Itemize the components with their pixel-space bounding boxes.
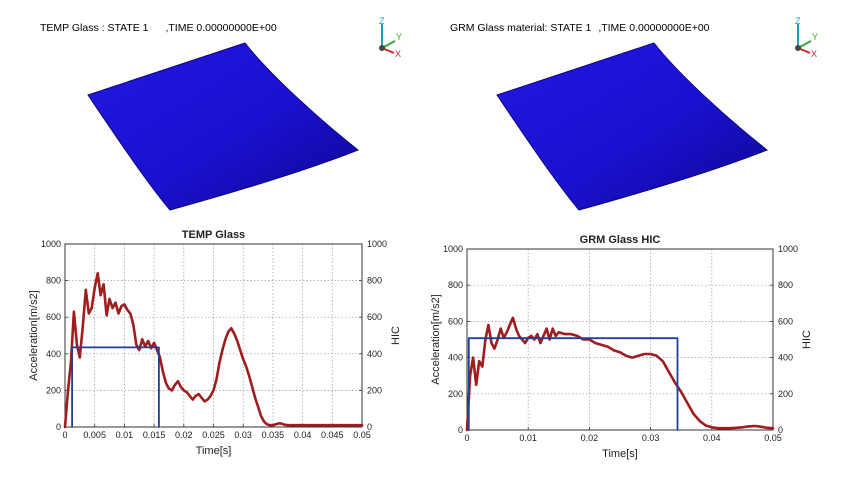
- y-tick-label: 0: [458, 425, 463, 435]
- y-tick-label: 400: [46, 349, 61, 359]
- x-tick-label: 0.005: [83, 430, 106, 440]
- svg-text:X: X: [811, 49, 817, 59]
- x-axis-label: Time[s]: [602, 448, 638, 460]
- x-tick-label: 0.015: [143, 430, 166, 440]
- y-tick-label: 0: [56, 422, 61, 432]
- glass-render: Z Y X: [496, 16, 818, 211]
- x-tick-label: 0.05: [764, 433, 782, 443]
- y2-axis-label: HIC: [390, 326, 402, 345]
- y-tick-label: 800: [46, 276, 61, 286]
- y-tick-label: 200: [448, 389, 463, 399]
- series-hic: [71, 346, 160, 428]
- x-axis-label: Time[s]: [196, 445, 232, 457]
- glass-render: Z Y X: [87, 16, 402, 211]
- y-tick-label: 600: [46, 312, 61, 322]
- y2-tick-label: 400: [367, 349, 382, 359]
- x-tick-label: 0.05: [353, 430, 371, 440]
- y2-tick-label: 800: [367, 276, 382, 286]
- x-tick-label: 0: [62, 430, 67, 440]
- time-label: ,TIME 0.00000000E+00: [165, 22, 277, 34]
- plot-frame: [466, 248, 774, 431]
- x-tick-label: 0.04: [703, 433, 721, 443]
- y2-tick-label: 1000: [778, 244, 798, 254]
- x-tick-label: 0: [464, 433, 469, 443]
- chart-title: GRM Glass HIC: [580, 234, 661, 246]
- y-tick-label: 1000: [41, 239, 61, 249]
- y2-axis-label: HIC: [801, 330, 813, 349]
- x-tick-label: 0.02: [175, 430, 193, 440]
- svg-text:Z: Z: [379, 16, 385, 26]
- svg-text:Y: Y: [812, 32, 818, 42]
- x-tick-label: 0.03: [234, 430, 252, 440]
- x-tick-label: 0.02: [581, 433, 599, 443]
- series-acceleration: [465, 316, 775, 432]
- x-tick-label: 0.04: [294, 430, 312, 440]
- y2-tick-label: 1000: [367, 239, 387, 249]
- y-tick-label: 600: [448, 316, 463, 326]
- y2-tick-label: 400: [778, 353, 793, 363]
- viewport-title: TEMP Glass : STATE 1 ,TIME 0.00000000E+0…: [40, 22, 277, 34]
- x-tick-label: 0.035: [262, 430, 285, 440]
- y2-tick-label: 800: [778, 280, 793, 290]
- y2-tick-label: 600: [367, 312, 382, 322]
- y2-tick-label: 0: [367, 422, 372, 432]
- x-tick-label: 0.045: [321, 430, 344, 440]
- y2-tick-label: 200: [367, 385, 382, 395]
- y2-tick-label: 600: [778, 316, 793, 326]
- y2-tick-label: 200: [778, 389, 793, 399]
- viewport-title: GRM Glass material: STATE 1 ,TIME 0.0000…: [450, 22, 710, 34]
- viewport-right[interactable]: GRM Glass material: STATE 1 ,TIME 0.0000…: [420, 0, 853, 220]
- y-tick-label: 800: [448, 280, 463, 290]
- glass-panel: [496, 42, 768, 211]
- x-tick-label: 0.03: [642, 433, 660, 443]
- x-tick-label: 0.025: [202, 430, 225, 440]
- x-tick-label: 0.01: [519, 433, 537, 443]
- chart-title: TEMP Glass: [182, 229, 245, 241]
- glass-panel: [87, 42, 359, 211]
- y-tick-label: 400: [448, 353, 463, 363]
- axis-triad-icon: Z Y X: [379, 16, 402, 59]
- series-hic: [467, 337, 679, 431]
- y2-tick-label: 0: [778, 425, 783, 435]
- grid: [467, 249, 773, 430]
- y-tick-label: 1000: [443, 244, 463, 254]
- svg-text:Y: Y: [396, 32, 402, 42]
- svg-text:X: X: [395, 49, 401, 59]
- series-acceleration: [63, 271, 364, 429]
- axis-triad-icon: Z Y X: [795, 16, 818, 59]
- svg-text:Z: Z: [795, 16, 801, 26]
- state-label: TEMP Glass : STATE 1: [40, 22, 149, 34]
- time-label: ,TIME 0.00000000E+00: [598, 22, 710, 34]
- state-label: GRM Glass material: STATE 1: [450, 22, 592, 34]
- y-axis-label: Acceleration[m/s2]: [28, 290, 40, 380]
- viewport-left[interactable]: TEMP Glass : STATE 1 ,TIME 0.00000000E+0…: [0, 0, 420, 220]
- x-tick-label: 0.01: [116, 430, 134, 440]
- y-axis-label: Acceleration[m/s2]: [430, 294, 442, 384]
- y-tick-label: 200: [46, 385, 61, 395]
